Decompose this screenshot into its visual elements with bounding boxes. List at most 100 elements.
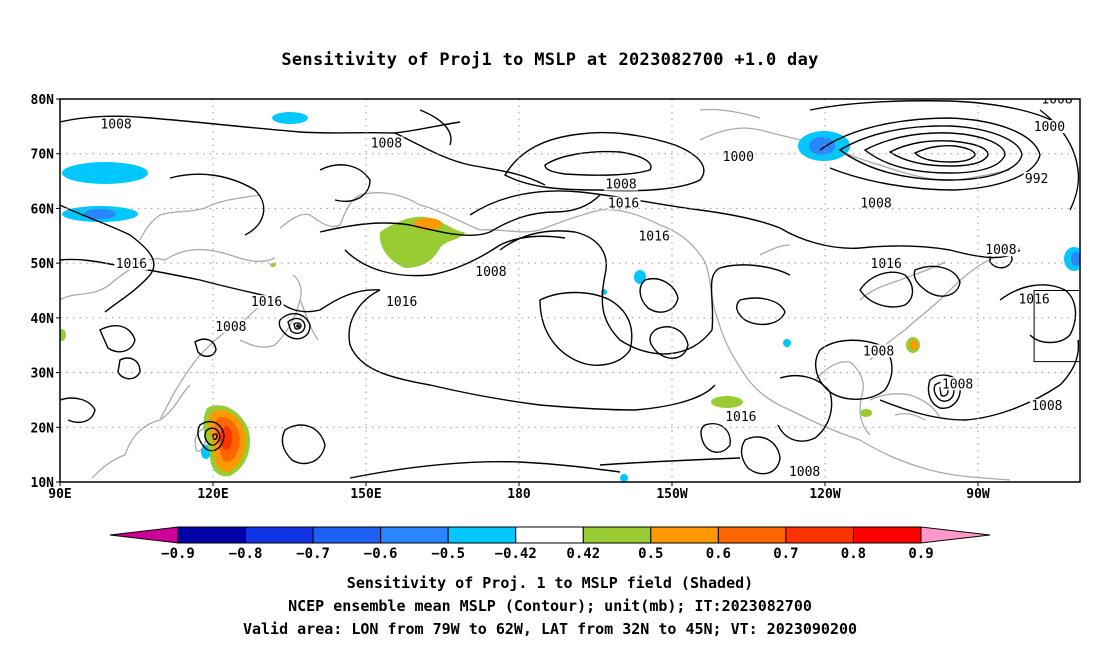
contour-label-background	[787, 464, 822, 478]
colorbar-label: 0.5	[638, 546, 663, 562]
colorbar-label: 0.42	[566, 546, 600, 562]
contour-label-background	[213, 319, 248, 333]
positive-sensitivity-patch	[379, 216, 465, 268]
colorbar-label: −0.6	[364, 546, 398, 562]
map-title: Sensitivity of Proj1 to MSLP at 20230827…	[281, 50, 819, 70]
colorbar-segment	[582, 526, 652, 544]
contour-label: 1000	[1034, 120, 1065, 135]
colorbar-label: −0.8	[229, 546, 263, 562]
colorbar-label: 0.7	[773, 546, 798, 562]
lat-tick-label: 60N	[31, 202, 55, 217]
contour-label: 1000	[723, 150, 754, 165]
contour-label: 1008	[860, 197, 891, 212]
contour-label-background	[473, 265, 508, 279]
contour-label: 1008	[863, 344, 894, 359]
lon-tick-label: 90E	[48, 487, 71, 502]
contour-label: 1008	[942, 377, 973, 392]
lat-tick-label: 10N	[31, 476, 55, 491]
negative-sensitivity-patch	[84, 209, 116, 219]
colorbar: −0.9 −0.8 −0.7 −0.6 −0.5 −0.42 0.42 0.5 0.6 0.7 0.…	[109, 526, 991, 562]
contour-label-background	[940, 377, 975, 391]
colorbar-segment	[852, 526, 922, 544]
positive-sensitivity-patch	[860, 409, 872, 417]
colorbar-segment	[447, 526, 517, 544]
caption-contour: NCEP ensemble mean MSLP (Contour); unit(…	[288, 597, 812, 615]
contour-label: 1008	[475, 265, 506, 280]
contour-label-background	[606, 196, 641, 210]
contour-label: 1016	[386, 295, 417, 310]
gridlines	[60, 99, 1080, 482]
colorbar-label: −0.5	[431, 546, 465, 562]
lat-tick-label: 40N	[31, 312, 55, 327]
lat-tick-label: 70N	[31, 148, 55, 163]
colorbar-segment	[380, 526, 449, 544]
lat-tick-label: 20N	[31, 421, 55, 436]
pressure-center-marker	[296, 324, 300, 328]
lon-tick-label: 120W	[809, 487, 840, 502]
positive-sensitivity-patch	[60, 329, 66, 341]
colorbar-high-triangle	[920, 526, 991, 544]
contour-label-background	[114, 256, 149, 270]
lat-tick-label: 30N	[31, 367, 55, 382]
lon-tick-label: 180	[507, 487, 531, 502]
negative-sensitivity-patch	[620, 474, 628, 482]
positive-sensitivity-patch	[910, 340, 918, 350]
colorbar-label: 0.9	[908, 546, 933, 562]
caption-valid-area: Valid area: LON from 79W to 62W, LAT fro…	[242, 620, 858, 638]
colorbar-label: 0.6	[706, 546, 731, 562]
colorbar-segment	[717, 526, 787, 544]
negative-sensitivity-patch	[272, 112, 308, 124]
contour-label: 1008	[1031, 399, 1062, 414]
negative-sensitivity-patch	[783, 339, 791, 347]
contour-label-background	[861, 344, 896, 358]
contour-label-background	[983, 243, 1018, 257]
contour-label-background	[369, 136, 404, 150]
lon-tick-label: 120E	[197, 487, 228, 502]
contour-label-background	[99, 117, 134, 131]
negative-sensitivity-patch	[1071, 252, 1080, 266]
contour-label-background	[859, 196, 893, 210]
colorbar-segment	[177, 526, 247, 544]
colorbar-segment	[312, 526, 382, 544]
coastlines	[60, 108, 1021, 481]
colorbar-low-triangle	[109, 526, 179, 544]
positive-sensitivity-patch	[414, 218, 442, 230]
colorbar-segment	[650, 526, 719, 544]
contour-label: 1016	[638, 230, 669, 245]
contour-label: 1008	[215, 320, 246, 335]
contour-label: 1016	[871, 257, 902, 272]
contour-label: 1008	[100, 117, 131, 132]
caption-shading: Sensitivity of Proj. 1 to MSLP field (Sh…	[346, 574, 754, 592]
contour-label-background	[1032, 120, 1067, 134]
lat-tick-label: 80N	[31, 93, 55, 108]
colorbar-label: −0.7	[296, 546, 330, 562]
colorbar-label: −0.42	[495, 546, 537, 562]
positive-sensitivity-patch	[270, 263, 276, 267]
contour-label: 1016	[725, 410, 756, 425]
contour-label: 1016	[608, 197, 639, 212]
contour-label-background	[1029, 399, 1064, 413]
contour-label: 1016	[251, 295, 282, 310]
negative-sensitivity-patch	[809, 137, 835, 155]
contour-label-background	[723, 410, 758, 424]
contour-label: 1008	[371, 137, 402, 152]
contour-label: 1008	[1041, 93, 1072, 108]
contour-label: 1016	[116, 257, 147, 272]
colorbar-segment	[245, 526, 314, 544]
valid-area-box	[1033, 290, 1080, 363]
contour-label-background	[1040, 99, 1075, 106]
lon-tick-label: 150E	[350, 487, 381, 502]
lon-tick-label: 90W	[966, 487, 990, 502]
negative-sensitivity-patch	[634, 270, 646, 284]
positive-sensitivity-patch	[711, 396, 743, 408]
lat-tick-label: 50N	[31, 257, 55, 272]
contour-label-background	[637, 229, 672, 243]
lon-tick-label: 150W	[656, 487, 687, 502]
colorbar-segment	[515, 526, 584, 544]
axis-labels: 90E120E150E180150W120W90W60W10N20N30N40N…	[31, 93, 990, 502]
map-frame	[59, 98, 1081, 483]
colorbar-label: −0.9	[161, 546, 195, 562]
contour-label: 992	[1025, 172, 1048, 187]
contour-label-background	[384, 295, 419, 309]
